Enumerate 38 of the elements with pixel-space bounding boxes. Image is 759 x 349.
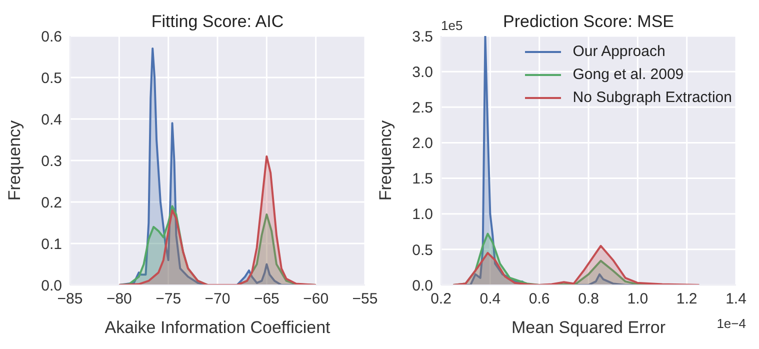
y-tick-label: 2.5	[412, 99, 433, 116]
x-tick-label: −80	[106, 290, 132, 308]
x-axis-title: Mean Squared Error	[511, 318, 666, 337]
y-tick-label: 1.0	[412, 206, 433, 224]
x-tick-label: 1.2	[676, 290, 698, 308]
y-tick-label: 0.3	[41, 152, 62, 170]
y-tick-label: 0.6	[41, 28, 62, 46]
y-axis-title: Frequency	[5, 120, 24, 201]
x-axis-title: Akaike Information Coefficient	[104, 318, 331, 337]
x-tick-label: −75	[156, 290, 182, 308]
y-tick-label: 3.5	[412, 28, 433, 46]
y-tick-label: 2.0	[412, 135, 433, 152]
y-tick-label: 0.5	[41, 70, 62, 87]
chart-title: Prediction Score: MSE	[502, 12, 674, 31]
y-axis-title: Frequency	[376, 120, 396, 201]
chart-title: Fitting Score: AIC	[150, 12, 285, 32]
x-tick-label: 1.4	[726, 290, 746, 308]
y-tick-label: 0.2	[41, 194, 62, 212]
x-tick-label: −65	[254, 290, 280, 308]
x-tick-label: −55	[352, 290, 378, 308]
x-tick-label: 0.8	[578, 290, 599, 308]
y-tick-label: 0.1	[41, 236, 62, 253]
y-tick-label: 0.5	[412, 242, 433, 259]
legend-label: No Subgraph Extraction	[572, 88, 732, 108]
y-tick-label: 0.0	[412, 277, 433, 294]
x-tick-label: 0.2	[430, 290, 452, 308]
x-tick-label: 1.0	[627, 290, 648, 308]
x-tick-label: −60	[303, 290, 329, 308]
x-tick-label: 0.4	[480, 290, 501, 308]
legend-label: Our Approach	[572, 42, 666, 62]
x-tick-label: 0.6	[528, 290, 550, 308]
legend-label: Gong et al. 2009	[572, 65, 684, 85]
y-tick-label: 1.5	[412, 170, 433, 188]
y-tick-label: 0.4	[41, 111, 62, 128]
y-tick-label: 3.0	[412, 64, 433, 81]
text: 1e5	[441, 18, 463, 33]
x-tick-label: −70	[204, 290, 230, 308]
text: 1e−4	[716, 316, 746, 331]
